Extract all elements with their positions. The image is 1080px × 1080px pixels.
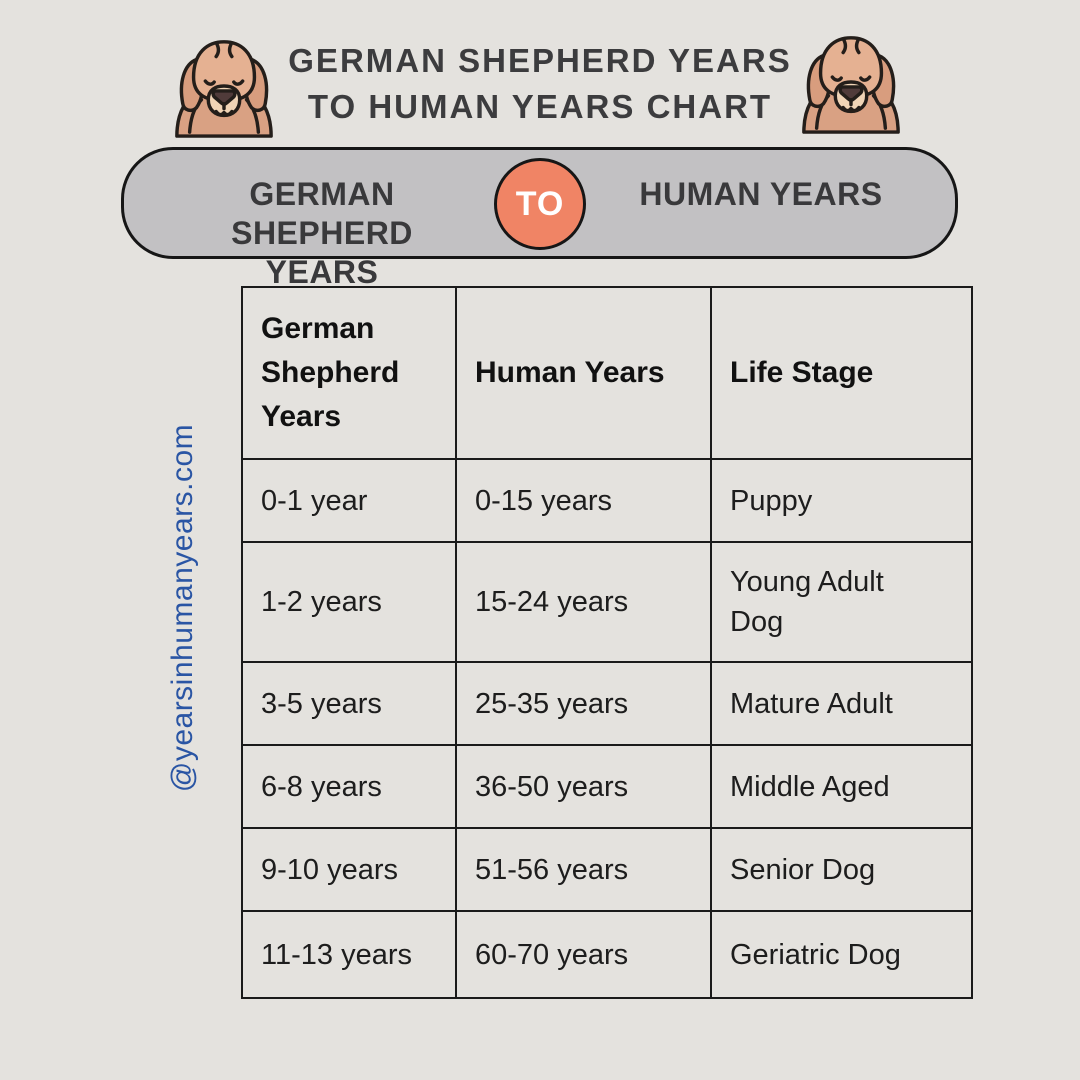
table-cell: 15-24 years xyxy=(455,541,712,663)
table-cell: 60-70 years xyxy=(455,910,712,999)
table-cell: 0-1 year xyxy=(241,458,457,543)
table-cell: 25-35 years xyxy=(455,661,712,746)
table-row: 3-5 years 25-35 years Mature Adult xyxy=(241,661,973,746)
table-cell: Mature Adult xyxy=(710,661,973,746)
table-cell: 6-8 years xyxy=(241,744,457,829)
table-row: 9-10 years 51-56 years Senior Dog xyxy=(241,827,973,912)
table-cell: 0-15 years xyxy=(455,458,712,543)
table-row: 11-13 years 60-70 years Geriatric Dog xyxy=(241,910,973,999)
table-cell: Geriatric Dog xyxy=(710,910,973,999)
table-cell: 9-10 years xyxy=(241,827,457,912)
table-cell: 3-5 years xyxy=(241,661,457,746)
column-header-human-years: Human Years xyxy=(455,286,712,460)
table-row: 6-8 years 36-50 years Middle Aged xyxy=(241,744,973,829)
page-title-line1: GERMAN SHEPHERD YEARS xyxy=(288,42,792,79)
conversion-banner: GERMAN SHEPHERD YEARS TO HUMAN YEARS xyxy=(121,147,958,290)
table-cell: Senior Dog xyxy=(710,827,973,912)
banner-right-label: HUMAN YEARS xyxy=(639,176,883,212)
table-header-row: German Shepherd Years Human Years Life S… xyxy=(241,286,973,460)
table-cell: 51-56 years xyxy=(455,827,712,912)
banner-left-label-line2: YEARS xyxy=(265,254,379,290)
table-row: 1-2 years 15-24 years Young Adult Dog xyxy=(241,541,973,663)
dog-face-icon xyxy=(797,28,905,136)
table-row: 0-1 year 0-15 years Puppy xyxy=(241,458,973,543)
banner-left-label: GERMAN SHEPHERD YEARS xyxy=(162,175,482,292)
page-title: GERMAN SHEPHERD YEARS TO HUMAN YEARS CHA… xyxy=(140,38,940,130)
column-header-dog-years: German Shepherd Years xyxy=(241,286,457,460)
table-cell: Young Adult Dog xyxy=(710,541,973,663)
to-badge: TO xyxy=(494,158,586,250)
table-cell: Puppy xyxy=(710,458,973,543)
age-conversion-table: German Shepherd Years Human Years Life S… xyxy=(241,286,973,999)
table-cell: 1-2 years xyxy=(241,541,457,663)
table-cell: 11-13 years xyxy=(241,910,457,999)
banner-left-label-line1: GERMAN SHEPHERD xyxy=(231,176,413,251)
table-cell: 36-50 years xyxy=(455,744,712,829)
table-cell: Middle Aged xyxy=(710,744,973,829)
page-title-line2: TO HUMAN YEARS CHART xyxy=(307,88,773,125)
column-header-life-stage: Life Stage xyxy=(710,286,973,460)
watermark-handle: @yearsinhumanyears.com xyxy=(166,423,199,793)
